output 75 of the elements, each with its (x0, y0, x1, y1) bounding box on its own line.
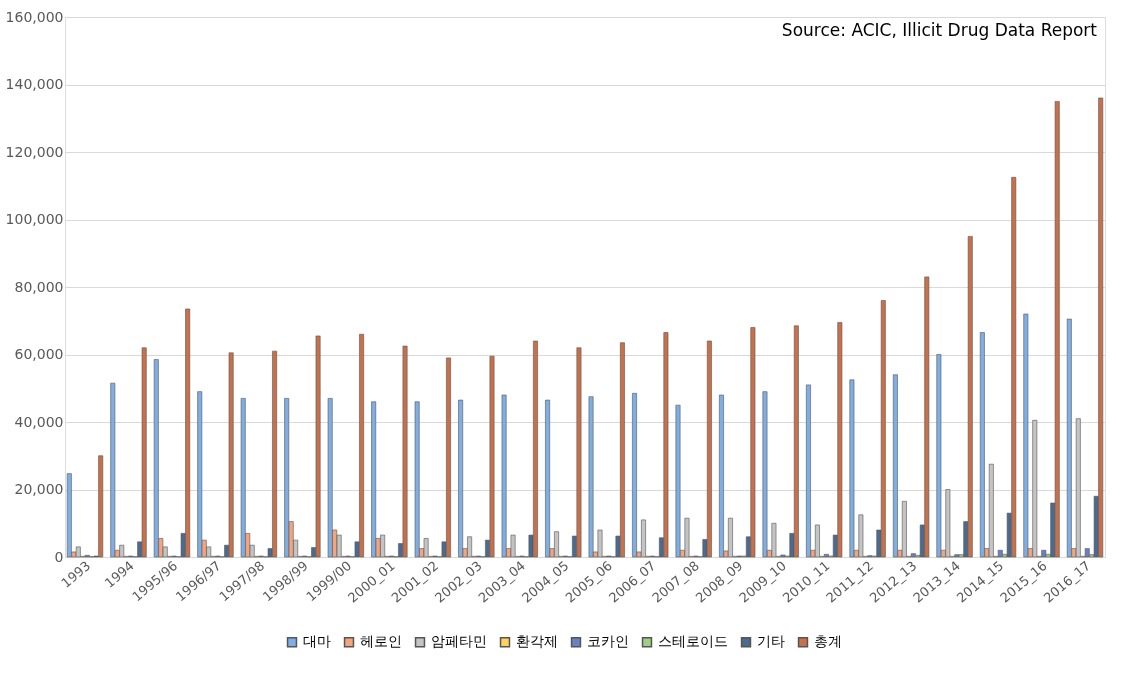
bar (910, 553, 916, 558)
bar (771, 522, 777, 558)
bar (936, 354, 942, 558)
y-tick-label: 140,000 (5, 76, 64, 92)
y-tick-label: 0 (54, 548, 64, 565)
bar (228, 352, 234, 558)
bar (545, 399, 550, 558)
bar (967, 236, 973, 558)
legend-label: 스테로이드 (658, 633, 728, 650)
bar (924, 276, 930, 558)
bar (849, 379, 855, 558)
legend-label: 총계 (814, 633, 842, 650)
bar (1084, 548, 1090, 558)
bar (1075, 418, 1081, 558)
annotation: Source: ACIC, Illicit Drug Data Report (781, 20, 1098, 40)
bar (240, 398, 246, 558)
legend-label: 대마 (303, 633, 331, 650)
y-tick-label: 120,000 (5, 143, 64, 160)
y-tick-label: 100,000 (5, 211, 64, 227)
bar (663, 332, 669, 558)
legend-label: 환각제 (516, 633, 558, 650)
bar (1054, 101, 1060, 558)
bar (793, 325, 799, 558)
legend-label: 코카인 (587, 633, 629, 650)
y-tick-label: 20,000 (14, 481, 64, 497)
bar (489, 355, 495, 558)
bar (684, 517, 690, 558)
y-tick-label: 40,000 (14, 413, 64, 430)
bar (823, 554, 829, 558)
bar (901, 501, 907, 558)
bar (597, 529, 603, 558)
y-tick-label: 60,000 (14, 346, 64, 362)
y-tick-label: 80,000 (14, 278, 64, 295)
bar (997, 549, 1003, 558)
bar (414, 401, 420, 558)
bar (880, 300, 886, 558)
bar (315, 335, 321, 558)
bar (954, 554, 960, 558)
bar (284, 398, 290, 558)
bar (706, 340, 712, 558)
bar (945, 489, 951, 558)
bar (141, 347, 147, 558)
bar (1032, 420, 1038, 558)
bar (892, 374, 898, 558)
bar (1066, 318, 1072, 558)
bar (588, 396, 594, 558)
bar (1023, 313, 1029, 558)
bar (110, 382, 116, 558)
legend-label: 헤로인 (360, 633, 402, 650)
bar (750, 327, 756, 558)
legend-label: 기타 (757, 633, 785, 650)
bar (632, 393, 637, 558)
bar (780, 554, 786, 558)
bar (719, 394, 724, 558)
bar (510, 534, 516, 558)
y-tick-label: 160,000 (5, 8, 64, 25)
bar (458, 399, 464, 558)
bar (75, 546, 81, 558)
bar (371, 401, 377, 558)
bar (806, 384, 811, 558)
bar (837, 322, 843, 558)
bar (327, 398, 333, 558)
bar (402, 345, 408, 558)
bar (675, 404, 681, 558)
bar (762, 391, 768, 558)
bar (197, 391, 203, 558)
bar (979, 332, 985, 558)
bar (988, 463, 994, 558)
bar (576, 347, 582, 558)
bar (501, 394, 507, 558)
bar (858, 514, 864, 558)
bar (814, 524, 820, 558)
legend-label: 암페타민 (431, 633, 487, 650)
bar (423, 538, 429, 558)
bar (66, 473, 72, 558)
